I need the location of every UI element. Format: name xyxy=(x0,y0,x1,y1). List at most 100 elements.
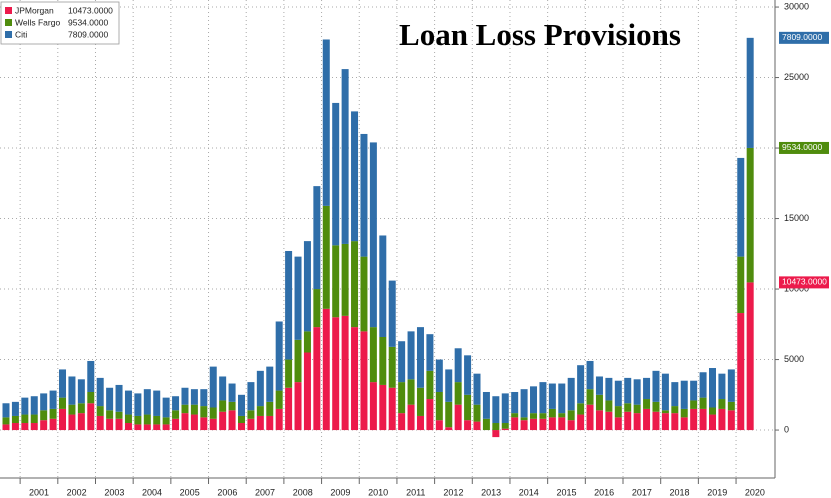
bar-segment xyxy=(96,415,104,431)
bar-segment xyxy=(539,413,547,419)
x-tick-label: 2008 xyxy=(293,487,313,497)
bar-segment xyxy=(605,400,613,412)
bar-segment xyxy=(313,327,321,431)
bar-segment xyxy=(266,415,274,431)
bar-segment xyxy=(737,256,745,314)
bar-segment xyxy=(200,389,208,407)
bar-segment xyxy=(228,410,236,431)
bar-segment xyxy=(59,408,67,431)
bar-segment xyxy=(87,403,95,431)
legend-swatch xyxy=(5,31,12,38)
bar-segment xyxy=(501,428,509,431)
bar-segment xyxy=(718,373,726,400)
value-badge-label: 10473.0000 xyxy=(782,277,827,287)
bar-segment xyxy=(124,414,132,424)
bar-segment xyxy=(162,397,170,418)
bar-segment xyxy=(643,377,651,400)
bar-segment xyxy=(416,327,424,388)
bar-segment xyxy=(690,400,698,409)
bar-segment xyxy=(11,423,19,431)
bar-segment xyxy=(379,235,387,337)
bar-segment xyxy=(162,424,170,431)
bar-segment xyxy=(369,327,377,383)
bar-segment xyxy=(49,390,57,409)
bar-segment xyxy=(727,410,735,431)
bar-segment xyxy=(190,404,198,415)
bar-segment xyxy=(699,372,707,398)
bar-segment xyxy=(153,415,161,425)
bar-segment xyxy=(633,413,641,431)
bar-segment xyxy=(247,382,255,411)
bar-segment xyxy=(351,241,359,328)
value-badge xyxy=(779,141,829,154)
bar-segment xyxy=(59,397,67,409)
x-tick-label: 2009 xyxy=(330,487,350,497)
bar-segment xyxy=(238,415,245,424)
bar-segment xyxy=(548,383,556,409)
bar-segment xyxy=(49,408,57,419)
bar-segment xyxy=(539,418,547,431)
bar-segment xyxy=(256,406,264,416)
bar-segment xyxy=(445,369,453,402)
bar-segment xyxy=(313,289,321,328)
bar-segment xyxy=(416,387,424,416)
bar-segment xyxy=(577,365,585,404)
bar-segment xyxy=(275,408,283,431)
y-tick-label: 5000 xyxy=(784,354,804,364)
bar-segment xyxy=(87,391,95,404)
bar-segment xyxy=(30,396,38,415)
bar-segment xyxy=(652,401,660,412)
x-tick-label: 2005 xyxy=(180,487,200,497)
x-tick-label: 2018 xyxy=(670,487,690,497)
bar-segment xyxy=(181,387,189,405)
legend: JPMorgan 10473.0000 Wells Fargo 9534.0000 Ci… xyxy=(0,1,120,45)
x-tick-label: 2017 xyxy=(632,487,652,497)
bar-segment xyxy=(605,411,613,431)
x-tick-label: 2014 xyxy=(519,487,539,497)
bar-segment xyxy=(407,404,415,431)
bar-segment xyxy=(530,413,538,419)
bar-segment xyxy=(727,401,735,411)
bar-segment xyxy=(303,352,311,431)
bar-segment xyxy=(106,387,114,411)
bar-segment xyxy=(558,413,566,418)
bar-segment xyxy=(586,404,594,431)
bar-segment xyxy=(332,102,340,246)
bar-segment xyxy=(303,331,311,353)
bar-segment xyxy=(690,380,698,401)
bar-segment xyxy=(124,423,132,431)
bar-segment xyxy=(643,399,651,409)
bar-segment xyxy=(699,397,707,409)
bar-segment xyxy=(624,377,632,404)
bar-segment xyxy=(341,243,349,316)
bar-segment xyxy=(322,308,330,431)
bar-segment xyxy=(68,414,76,431)
bar-segment xyxy=(435,391,443,421)
bar-segment xyxy=(238,394,245,416)
bar-segment xyxy=(407,379,415,405)
bar-segment xyxy=(143,389,151,415)
bar-segment xyxy=(181,413,189,431)
bar-segment xyxy=(737,313,745,431)
bar-segment xyxy=(454,348,462,383)
y-tick-label: 0 xyxy=(784,424,789,434)
bar-segment xyxy=(40,420,48,431)
bar-segment xyxy=(501,423,509,429)
bar-segment xyxy=(586,360,594,390)
bar-segment xyxy=(520,417,528,421)
bar-segment xyxy=(143,414,151,425)
bar-segment xyxy=(134,424,142,431)
bar-segment xyxy=(143,424,151,431)
bar-segment xyxy=(30,414,38,424)
bar-segment xyxy=(690,408,698,431)
bar-segment xyxy=(256,415,264,431)
bar-segment xyxy=(435,359,443,392)
bar-segment xyxy=(652,411,660,431)
bar-segment xyxy=(40,410,48,421)
bar-segment xyxy=(266,401,274,416)
bar-segment xyxy=(322,205,330,309)
bar-segment xyxy=(153,424,161,431)
bar-segment xyxy=(558,383,566,414)
bar-segment xyxy=(435,420,443,431)
legend-label: Citi xyxy=(15,29,27,39)
